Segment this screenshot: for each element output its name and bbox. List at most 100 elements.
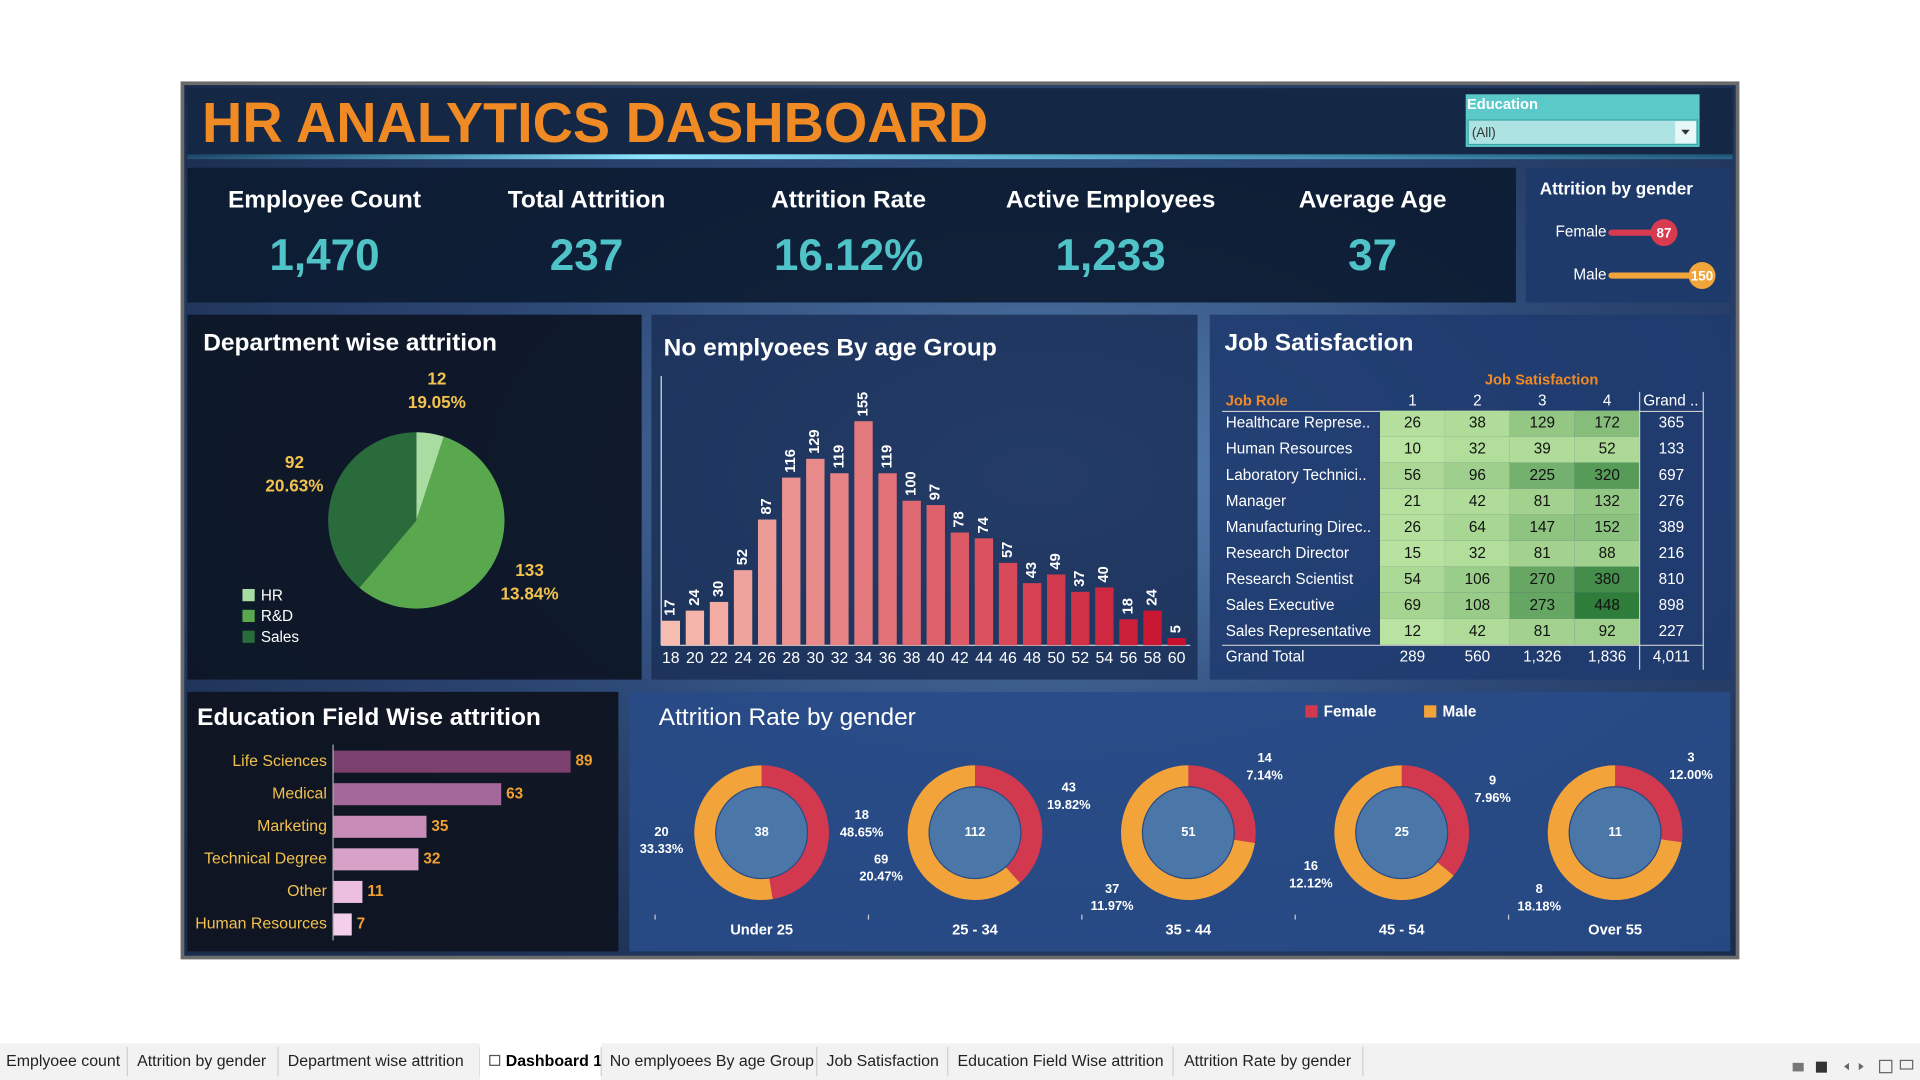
bar: [974, 538, 994, 646]
chart-title: Department wise attrition: [203, 330, 497, 357]
donut-total: 112: [965, 824, 986, 839]
bar-label: Other: [287, 883, 327, 900]
tab[interactable]: Department wise attrition: [288, 1053, 464, 1070]
grand-total: 4,011: [1653, 649, 1690, 666]
column-total: 1,836: [1588, 649, 1626, 666]
present-icon[interactable]: [1899, 1059, 1914, 1070]
column-title: Job Satisfaction: [1485, 373, 1598, 389]
nav-arrows[interactable]: [1844, 1062, 1864, 1071]
view-icon[interactable]: [1815, 1061, 1827, 1073]
donut-total: 38: [754, 824, 768, 839]
column-header: 2: [1473, 393, 1482, 410]
row-label: Research Director: [1226, 545, 1349, 562]
dropdown-arrow: [1681, 129, 1690, 135]
heat-cell: [1509, 462, 1575, 489]
heat-cell: [1509, 436, 1575, 463]
cell-value: 81: [1534, 623, 1551, 640]
tab[interactable]: Attrition Rate by gender: [1184, 1053, 1352, 1070]
heat-cell: [1444, 514, 1510, 541]
x-tick-label: 40: [927, 650, 945, 667]
data-label: 8: [1536, 881, 1543, 896]
x-tick-label: 28: [782, 650, 800, 667]
view-icon[interactable]: [1792, 1062, 1804, 1072]
rate-label: 7.96%: [1474, 790, 1511, 805]
heat-cell: [1444, 436, 1510, 463]
heat-cell: [1574, 436, 1640, 463]
heat-cell: [1380, 462, 1445, 489]
heat-cell: [1380, 514, 1445, 541]
heat-cell: [1444, 488, 1510, 515]
row-label: Research Scientist: [1226, 571, 1354, 588]
heat-cell: [1509, 592, 1575, 619]
tab[interactable]: No emplyoees By age Group: [610, 1053, 814, 1070]
x-tick-label: 60: [1168, 650, 1186, 667]
heat-cell: [1509, 618, 1575, 645]
tab-icon: [489, 1054, 501, 1066]
bar: [806, 458, 825, 646]
data-label: 119: [831, 445, 847, 469]
data-label: 89: [576, 753, 593, 770]
x-tick-label: 56: [1120, 650, 1138, 667]
kpi-label: Active Employees: [1006, 186, 1215, 213]
row-total: 898: [1659, 597, 1685, 614]
rate-label: 7.14%: [1246, 767, 1283, 782]
data-label: 32: [423, 850, 440, 867]
fullscreen-icon[interactable]: [1878, 1059, 1893, 1074]
slice-rate: 13.84%: [501, 583, 559, 603]
row-total: 276: [1659, 493, 1685, 510]
kpi-value: 37: [1348, 231, 1397, 280]
column-total: 289: [1400, 649, 1426, 666]
bar: [333, 880, 363, 903]
header-glow: [187, 154, 1733, 160]
x-tick-label: 32: [831, 650, 849, 667]
data-label: 24: [1144, 589, 1160, 606]
tab[interactable]: Job Satisfaction: [827, 1053, 939, 1070]
bar-label: Human Resources: [195, 916, 327, 933]
heat-cell: [1509, 514, 1575, 541]
heat-cell: [1509, 488, 1575, 515]
data-label: 20: [654, 824, 668, 839]
heat-cell: [1509, 540, 1575, 567]
x-tick-label: 46: [999, 650, 1017, 667]
bar: [998, 562, 1018, 646]
x-tick-label: 50: [1047, 650, 1065, 667]
tab[interactable]: Attrition by gender: [137, 1053, 267, 1070]
cell-value: 32: [1469, 441, 1486, 458]
heat-cell: [1444, 462, 1510, 489]
x-tick-label: 48: [1023, 650, 1041, 667]
category-label: 25 - 34: [952, 922, 999, 938]
heat-cell: [1444, 618, 1510, 645]
cell-value: 225: [1529, 467, 1555, 484]
bar: [1167, 638, 1186, 646]
cell-value: 39: [1534, 441, 1551, 458]
bar: [1143, 610, 1162, 646]
filter-dropdown[interactable]: [1467, 119, 1698, 146]
heat-cell: [1444, 592, 1510, 619]
cell-value: 81: [1534, 493, 1551, 510]
slice-value: 133: [515, 560, 544, 580]
tab[interactable]: Emplyoee count: [6, 1053, 121, 1070]
pie-slice: [416, 432, 444, 521]
bar: [333, 783, 502, 806]
data-label: 37: [1105, 881, 1119, 896]
tab[interactable]: Education Field Wise attrition: [958, 1053, 1164, 1070]
heat-cell: [1574, 514, 1640, 541]
data-label: 100: [904, 471, 920, 496]
bar: [902, 500, 921, 646]
heat-cell: [1509, 566, 1575, 593]
donut-arc: [975, 765, 1043, 883]
cell-value: 96: [1469, 467, 1486, 484]
rate-label: 19.82%: [1047, 797, 1091, 812]
bar: [782, 477, 801, 646]
data-label: 49: [1048, 553, 1064, 569]
legend-swatch: [242, 609, 255, 623]
data-label: 37: [1072, 571, 1088, 587]
cell-value: 108: [1465, 597, 1491, 614]
data-label: 150: [1691, 268, 1713, 283]
column-header: 1: [1408, 393, 1417, 410]
donut-total: 25: [1395, 824, 1409, 839]
tab[interactable]: Dashboard 1: [506, 1053, 602, 1070]
x-tick-label: 26: [758, 650, 776, 667]
chart-title: Attrition Rate by gender: [659, 704, 916, 731]
